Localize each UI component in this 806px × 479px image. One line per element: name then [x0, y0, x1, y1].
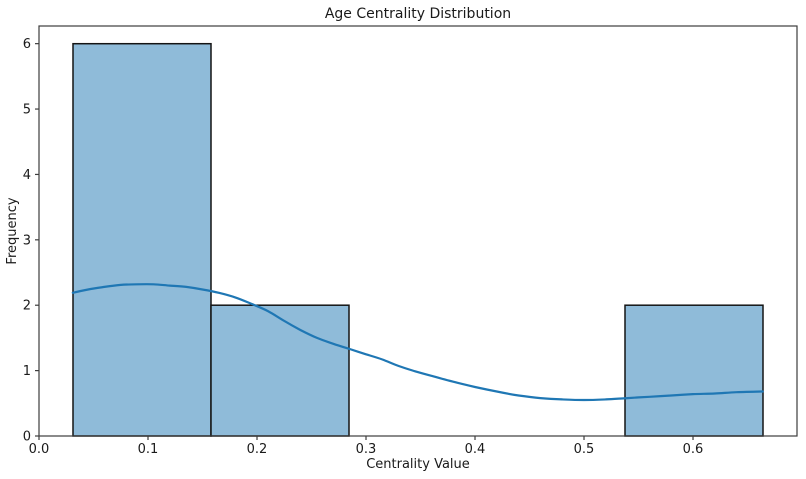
y-tick-label: 0 — [23, 430, 31, 445]
histogram-bar — [210, 304, 350, 437]
y-tick-label: 3 — [23, 233, 31, 248]
x-tick-label: 0.5 — [574, 442, 595, 457]
kde-curve — [71, 283, 764, 402]
x-tick-label: 0.0 — [29, 442, 50, 457]
x-axis-label: Centrality Value — [366, 457, 470, 472]
y-tick-label: 4 — [23, 168, 31, 183]
x-tick-label: 0.4 — [465, 442, 486, 457]
chart-title: Age Centrality Distribution — [325, 6, 511, 22]
y-tick-label: 1 — [23, 364, 31, 379]
x-tick-label: 0.3 — [356, 442, 377, 457]
x-tick-label: 0.2 — [247, 442, 268, 457]
histogram-bar — [624, 304, 764, 437]
y-tick-label: 5 — [23, 103, 31, 118]
plot-border — [38, 25, 798, 437]
y-tick-label: 6 — [23, 37, 31, 52]
y-tick-label: 2 — [23, 299, 31, 314]
histogram-bar — [72, 42, 212, 437]
x-tick-label: 0.6 — [683, 442, 704, 457]
x-tick-label: 0.1 — [138, 442, 159, 457]
y-axis-label: Frequency — [5, 197, 20, 264]
